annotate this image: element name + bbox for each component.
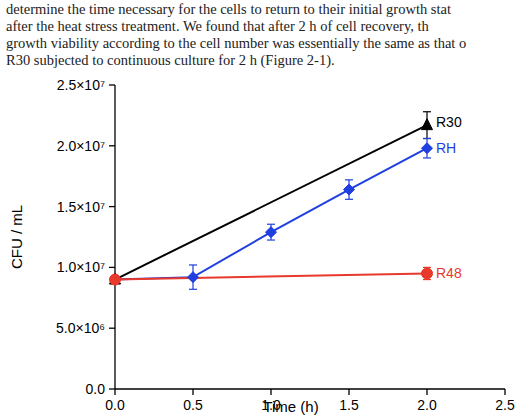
x-tick-label: 0.0 bbox=[105, 397, 125, 413]
chart: determine the time necessary for the cel… bbox=[0, 0, 529, 417]
error-cap bbox=[267, 224, 275, 225]
y-tick-label: 0.0 bbox=[86, 381, 106, 397]
x-tick-label: 0.5 bbox=[183, 397, 203, 413]
error-cap bbox=[423, 157, 431, 158]
marker bbox=[110, 274, 121, 285]
marker bbox=[422, 119, 433, 130]
y-tick bbox=[109, 84, 115, 85]
x-axis bbox=[115, 388, 505, 389]
y-tick bbox=[109, 388, 115, 389]
x-tick-label: 2.0 bbox=[417, 397, 437, 413]
plot-area bbox=[110, 112, 433, 290]
marker bbox=[422, 268, 433, 279]
series-line bbox=[115, 148, 427, 279]
y-tick-label: 5.0×10⁶ bbox=[56, 320, 105, 336]
annotation: R30 subjected to continuous culture for … bbox=[6, 52, 335, 69]
series-label: RH bbox=[436, 140, 456, 156]
error-cap bbox=[423, 138, 431, 139]
y-tick-label: 1.5×10⁷ bbox=[57, 199, 105, 215]
marker bbox=[422, 143, 433, 154]
y-axis bbox=[114, 85, 115, 389]
annotation: determine the time necessary for the cel… bbox=[6, 1, 451, 17]
y-tick bbox=[109, 328, 115, 329]
y-tick-label: 1.0×10⁷ bbox=[57, 259, 105, 275]
x-tick bbox=[426, 389, 427, 395]
marker bbox=[188, 272, 199, 283]
error-cap bbox=[345, 179, 353, 180]
x-tick-label: 1.5 bbox=[339, 397, 359, 413]
x-tick-label: 2.5 bbox=[495, 397, 515, 413]
error-cap bbox=[423, 138, 431, 139]
marker bbox=[110, 273, 121, 284]
annotation: after the heat stress treatment. We foun… bbox=[6, 18, 430, 34]
error-cap bbox=[189, 264, 197, 265]
error-cap bbox=[423, 111, 431, 112]
annotation: growth viability according to the cell n… bbox=[6, 35, 466, 51]
y-tick bbox=[109, 267, 115, 268]
error-cap bbox=[345, 199, 353, 200]
x-tick bbox=[504, 389, 505, 395]
series-label: R30 bbox=[436, 114, 462, 130]
y-tick-label: 2.0×10⁷ bbox=[57, 138, 105, 154]
x-tick bbox=[348, 389, 349, 395]
series-line bbox=[115, 125, 427, 279]
x-tick bbox=[192, 389, 193, 395]
series-line bbox=[115, 273, 427, 279]
y-axis-label: CFU / mL bbox=[8, 205, 25, 269]
y-tick bbox=[109, 145, 115, 146]
x-tick bbox=[270, 389, 271, 395]
y-tick-label: 2.5×10⁷ bbox=[57, 77, 105, 93]
x-axis-label: Time (h) bbox=[263, 398, 318, 415]
marker bbox=[110, 274, 121, 285]
marker bbox=[266, 227, 277, 238]
series-label: R48 bbox=[436, 265, 462, 281]
error-cap bbox=[189, 289, 197, 290]
error-cap bbox=[267, 239, 275, 240]
marker bbox=[344, 184, 355, 195]
y-tick bbox=[109, 206, 115, 207]
x-tick bbox=[114, 389, 115, 395]
